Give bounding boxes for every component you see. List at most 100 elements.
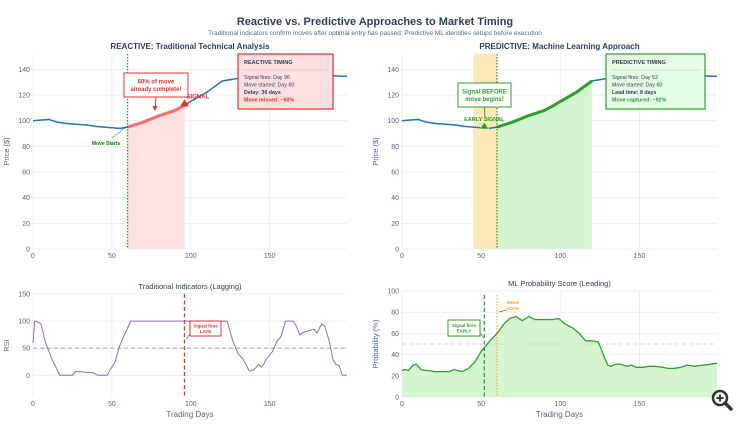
x-axis-label: Trading Days (536, 410, 583, 419)
y-tick-label: 140 (387, 67, 399, 74)
timing-line: Delay: 36 days (244, 90, 281, 96)
missed-move-area (127, 105, 185, 249)
annotation-arrow (498, 309, 508, 313)
y-tick-label: 0 (395, 395, 399, 402)
annotation-text: Signal BEFORE (462, 89, 507, 95)
annotation-text: LATE (200, 329, 211, 334)
x-tick-label: 50 (477, 401, 485, 408)
signal-label: EARLY SIGNAL (464, 117, 505, 123)
signal-marker (479, 121, 490, 130)
x-tick-label: 100 (185, 401, 197, 408)
x-tick-label: 100 (554, 401, 566, 408)
x-tick-label: 100 (185, 253, 197, 260)
annotation-text: EARLY (457, 328, 472, 333)
x-tick-label: 0 (31, 253, 35, 260)
subplot-title: PREDICTIVE: Machine Learning Approach (479, 42, 639, 51)
x-tick-label: 50 (108, 401, 116, 408)
y-tick-label: 20 (22, 221, 30, 228)
x-tick-label: 0 (400, 253, 404, 260)
move-starts-label: starts (506, 306, 519, 312)
captured-move-line (496, 79, 593, 129)
annotation-box (447, 319, 481, 337)
annotation-text: 60% of move (138, 79, 175, 85)
y-axis-label: Price ($) (371, 137, 380, 166)
timing-line: Move started: Day 60 (612, 83, 662, 89)
arrowhead (152, 106, 158, 111)
move-starts-label: Move (507, 300, 520, 306)
y-tick-label: 60 (391, 170, 399, 177)
y-tick-label: 40 (391, 195, 399, 202)
move-starts-label: Move Starts (92, 141, 121, 147)
probability-line (401, 315, 718, 373)
annotation-arrow (484, 106, 486, 119)
y-tick-label: 50 (22, 346, 30, 353)
y-tick-label: 0 (26, 373, 30, 380)
x-tick-label: 50 (108, 253, 116, 260)
timing-box (605, 53, 706, 110)
timing-line: Move captured: ~92% (612, 98, 667, 104)
subplot-1: 0 50 100 150 0 20 40 60 80 100 120 140 REACTIVE: Tra… (2, 42, 348, 260)
subplot-2: 0 50 100 150 0 20 40 60 80 100 120 140 PREDICTIVE: M… (371, 42, 718, 260)
subplot-4: 0 50 100 150 0 20 40 60 80 100 ML Probability Scor… (371, 279, 718, 419)
annotation-arrow (185, 333, 191, 340)
timing-line: Signal fires: Day 96 (244, 75, 290, 81)
x-tick-label: 150 (264, 253, 276, 260)
figure-subtitle: Traditional indicators confirm moves aft… (208, 30, 542, 37)
x-tick-label: 0 (31, 401, 35, 408)
probability-area (402, 316, 717, 397)
y-tick-label: 20 (391, 373, 399, 380)
y-axis-label: Price ($) (2, 137, 11, 166)
y-tick-label: 100 (18, 118, 30, 125)
annotation-text: already complete! (130, 87, 181, 93)
timing-line: Move missed: ~60% (244, 98, 294, 104)
annotation-box (189, 320, 222, 337)
missed-move-line (127, 103, 186, 129)
y-axis-label: Probability (%) (371, 319, 380, 368)
y-axis-label: RSI (2, 339, 11, 352)
y-tick-label: 80 (391, 310, 399, 317)
annotation-arrow (111, 126, 127, 139)
subplot-title: Traditional Indicators (Lagging) (138, 282, 242, 291)
y-tick-label: 100 (18, 319, 30, 326)
annotation-text: Signal fires (193, 323, 218, 328)
y-tick-label: 80 (391, 144, 399, 151)
y-tick-label: 120 (18, 93, 30, 100)
subplot-title: ML Probability Score (Leading) (508, 279, 611, 288)
subplots: 0 50 100 150 0 20 40 60 80 100 120 140 REACTIVE: Tra… (2, 42, 718, 419)
x-axis-label: Trading Days (166, 410, 213, 419)
timing-heading: REACTIVE TIMING (244, 60, 293, 66)
signal-marker (179, 99, 189, 107)
y-tick-label: 40 (22, 195, 30, 202)
y-tick-label: 100 (387, 118, 399, 125)
x-tick-label: 150 (264, 401, 276, 408)
timing-line: Signal fires: Day 52 (612, 75, 658, 81)
x-tick-label: 0 (400, 401, 404, 408)
timing-line: Lead time: 8 days (612, 90, 657, 96)
subplot-3: 0 50 100 150 0 50 100 150 Traditional Indicators… (2, 282, 347, 419)
y-tick-label: 80 (22, 144, 30, 151)
x-tick-label: 100 (554, 253, 566, 260)
y-tick-label: 120 (387, 93, 399, 100)
annotation-box (123, 72, 189, 98)
zoom-in-icon[interactable] (711, 389, 733, 411)
y-tick-label: 60 (22, 170, 30, 177)
x-tick-label: 50 (477, 253, 485, 260)
y-tick-label: 140 (18, 67, 30, 74)
y-tick-label: 40 (391, 352, 399, 359)
annotation-text: Signal fires (452, 323, 477, 328)
x-tick-label: 150 (634, 401, 646, 408)
annotation-arrow (479, 332, 485, 339)
subplot-title: REACTIVE: Traditional Technical Analysis (110, 42, 270, 51)
figure-title: Reactive vs. Predictive Approaches to Ma… (237, 16, 513, 28)
y-tick-label: 60 (391, 331, 399, 338)
timing-box (237, 53, 334, 110)
y-tick-label: 0 (395, 247, 399, 254)
annotation-text: move begins! (465, 97, 504, 103)
y-tick-label: 0 (26, 247, 30, 254)
x-tick-label: 150 (634, 253, 646, 260)
captured-move-area (496, 80, 592, 250)
timing-heading: PREDICTIVE TIMING (612, 60, 666, 66)
y-tick-label: 100 (387, 289, 399, 296)
timing-line: Move started: Day 60 (244, 83, 294, 89)
